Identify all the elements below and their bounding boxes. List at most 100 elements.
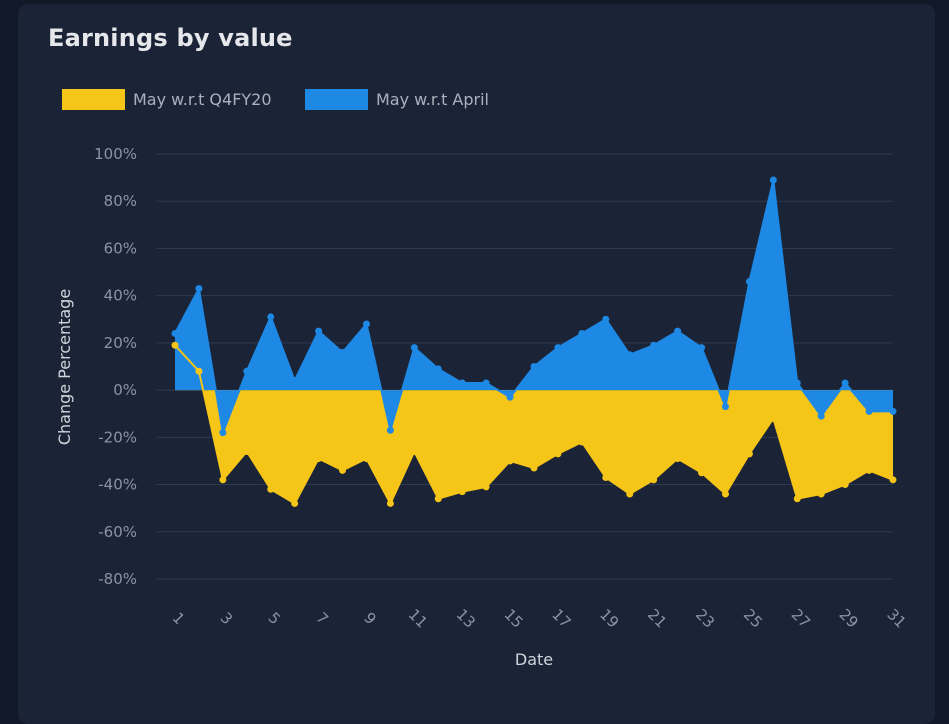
y-tick-label: -60% xyxy=(98,523,137,541)
data-point xyxy=(698,344,706,352)
data-point xyxy=(339,348,347,356)
data-point xyxy=(793,495,801,503)
chart-areas xyxy=(175,179,893,504)
data-point xyxy=(386,499,394,507)
x-tick-label: 13 xyxy=(453,605,479,631)
data-point xyxy=(195,367,203,375)
data-point xyxy=(578,329,586,337)
x-tick-label: 9 xyxy=(360,609,379,628)
data-point xyxy=(267,313,275,321)
y-tick-label: 40% xyxy=(104,287,137,305)
data-point xyxy=(291,377,299,385)
data-point xyxy=(482,379,490,387)
data-point xyxy=(793,379,801,387)
x-tick-label: 11 xyxy=(405,605,431,631)
y-tick-label: 60% xyxy=(104,239,137,257)
data-point xyxy=(243,367,251,375)
data-point xyxy=(410,448,418,455)
data-point xyxy=(291,499,299,507)
data-point xyxy=(841,379,849,387)
data-point xyxy=(602,315,610,323)
legend-swatch-1 xyxy=(62,89,125,110)
x-tick-label: 3 xyxy=(217,609,236,628)
data-point xyxy=(434,495,442,503)
data-point xyxy=(434,365,442,373)
x-tick-label: 21 xyxy=(644,605,670,631)
data-point xyxy=(745,450,753,458)
data-point xyxy=(626,490,634,498)
x-axis: 1 3 5 7 9 11 13 15 17 19 21 23 25 27 29 31 xyxy=(169,605,910,631)
data-point xyxy=(219,476,227,484)
x-tick-label: 19 xyxy=(596,605,622,631)
x-tick-label: 25 xyxy=(740,605,766,631)
area-chart: May w.r.t Q4FY20 May w.r.t April 100% 80% 6… xyxy=(55,89,910,669)
data-point xyxy=(626,351,634,359)
y-axis-title: Change Percentage xyxy=(55,289,74,445)
data-point xyxy=(889,407,897,415)
data-point xyxy=(506,457,514,465)
y-tick-label: -20% xyxy=(98,428,137,446)
data-point xyxy=(578,438,586,446)
data-point xyxy=(506,393,514,401)
data-point xyxy=(889,476,897,484)
data-point xyxy=(267,485,275,493)
data-point xyxy=(219,429,227,437)
data-point xyxy=(530,464,538,472)
data-point xyxy=(554,344,562,352)
data-point xyxy=(865,466,873,474)
data-point xyxy=(339,466,347,474)
data-point xyxy=(721,490,729,498)
data-point xyxy=(530,363,538,370)
data-point xyxy=(410,344,418,352)
legend-swatch-2 xyxy=(305,89,368,110)
chart-title: Earnings by value xyxy=(48,24,293,52)
data-point xyxy=(650,341,658,349)
y-tick-label: 100% xyxy=(94,145,137,163)
legend-label-1: May w.r.t Q4FY20 xyxy=(133,90,272,109)
data-point xyxy=(721,403,729,411)
legend: May w.r.t Q4FY20 May w.r.t April xyxy=(62,89,489,110)
data-point xyxy=(650,476,658,484)
x-tick-label: 27 xyxy=(788,605,814,631)
x-tick-label: 29 xyxy=(836,605,862,631)
data-point xyxy=(865,407,873,415)
y-tick-label: -40% xyxy=(98,476,137,494)
x-tick-label: 17 xyxy=(548,605,574,631)
x-tick-label: 5 xyxy=(265,609,284,628)
y-tick-label: 20% xyxy=(104,334,137,352)
data-point xyxy=(362,455,370,463)
data-point xyxy=(841,481,849,489)
data-point xyxy=(698,469,706,477)
data-point xyxy=(243,448,251,455)
x-tick-label: 15 xyxy=(500,605,526,631)
data-point xyxy=(195,285,203,293)
data-point xyxy=(602,473,610,481)
x-tick-label: 7 xyxy=(312,609,331,628)
x-axis-title: Date xyxy=(515,650,553,669)
data-point xyxy=(171,329,179,337)
series-area-2 xyxy=(175,179,893,433)
data-point xyxy=(769,414,777,422)
data-point xyxy=(745,278,753,285)
y-tick-label: -80% xyxy=(98,570,137,588)
x-tick-label: 23 xyxy=(692,605,718,631)
data-point xyxy=(674,455,682,463)
chart-points xyxy=(171,176,897,507)
data-point xyxy=(362,320,370,328)
data-point xyxy=(769,176,777,184)
x-tick-label: 31 xyxy=(883,605,909,631)
y-tick-label: 0% xyxy=(113,381,137,399)
data-point xyxy=(482,483,490,491)
data-point xyxy=(458,488,466,496)
data-point xyxy=(386,426,394,434)
y-tick-label: 80% xyxy=(104,192,137,210)
data-point xyxy=(674,327,682,335)
data-point xyxy=(458,379,466,387)
data-point xyxy=(817,412,825,420)
data-point xyxy=(817,490,825,498)
legend-label-2: May w.r.t April xyxy=(376,90,489,109)
y-axis: 100% 80% 60% 40% 20% 0% -20% -40% -60% -80% xyxy=(94,145,137,588)
data-point xyxy=(315,455,323,463)
data-point xyxy=(315,327,323,335)
data-point xyxy=(554,450,562,458)
